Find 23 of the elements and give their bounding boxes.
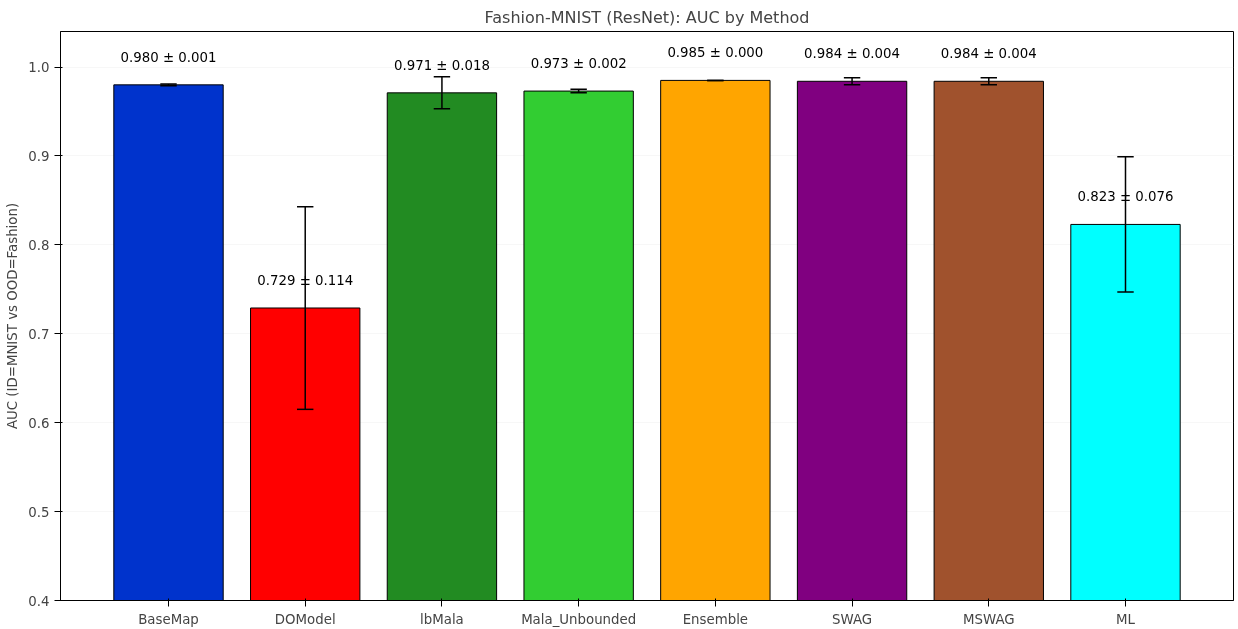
- data-label: 0.984 ± 0.004: [804, 46, 901, 62]
- data-label: 0.985 ± 0.000: [667, 45, 764, 61]
- y-tick-label: 0.5: [28, 504, 50, 520]
- x-tick-label: SWAG: [832, 611, 873, 627]
- y-tick-label: 0.8: [28, 237, 50, 253]
- y-tick-label: 0.7: [28, 326, 50, 342]
- x-tick-label: BaseMap: [138, 611, 199, 627]
- y-tick-label: 1.0: [28, 60, 50, 76]
- y-tick-label: 0.4: [28, 593, 50, 609]
- chart-title: Fashion-MNIST (ResNet): AUC by Method: [484, 7, 810, 27]
- x-tick-label: lbMala: [420, 611, 464, 627]
- x-tick-label: Ensemble: [682, 611, 749, 627]
- x-tick-label: ML: [1116, 611, 1136, 627]
- x-tick-label: MSWAG: [962, 611, 1015, 627]
- x-tick-label: DOModel: [274, 611, 336, 627]
- y-tick-label: 0.9: [28, 148, 50, 164]
- data-label: 0.984 ± 0.004: [940, 46, 1037, 62]
- data-label: 0.971 ± 0.018: [393, 57, 490, 73]
- y-tick-label: 0.6: [28, 415, 50, 431]
- data-label: 0.980 ± 0.001: [120, 49, 217, 65]
- data-label: 0.973 ± 0.002: [530, 56, 627, 72]
- x-tick-label: Mala_Unbounded: [521, 611, 637, 627]
- y-axis-title: AUC (ID=MNIST vs OOD=Fashion): [5, 202, 21, 430]
